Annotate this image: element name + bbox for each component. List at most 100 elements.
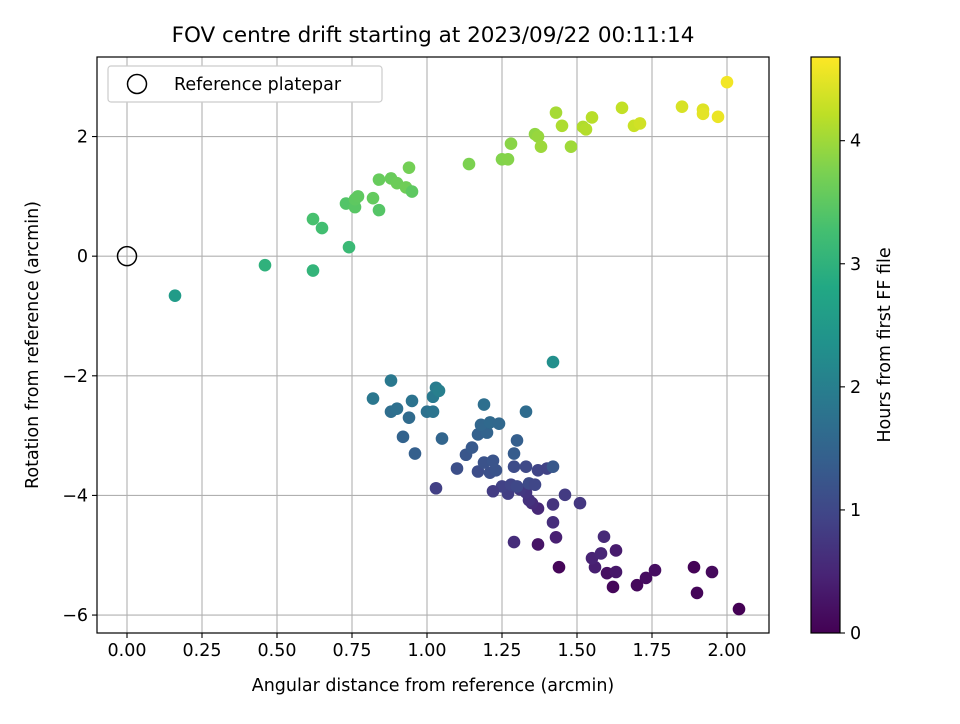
- data-point: [504, 137, 518, 151]
- x-tick-label: 1.50: [558, 641, 597, 661]
- y-tick-label: −2: [62, 367, 88, 387]
- legend-box: [107, 65, 383, 103]
- data-point: [366, 392, 380, 405]
- data-point: [465, 441, 479, 454]
- data-point: [501, 152, 515, 166]
- data-point: [486, 484, 500, 498]
- data-point: [534, 140, 548, 154]
- colorbar-ticks: 0 1 2 3 4: [840, 132, 861, 644]
- x-tick-label: 0.00: [108, 641, 147, 661]
- data-point: [366, 191, 380, 205]
- x-tick-label: 1.00: [408, 641, 447, 661]
- y-axis-ticks: −6 −4 −2 0 2: [62, 128, 97, 626]
- data-point: [546, 460, 560, 474]
- data-point: [648, 563, 662, 577]
- data-point: [696, 107, 710, 121]
- x-tick-label: 1.25: [483, 641, 522, 661]
- x-tick-label: 0.75: [333, 641, 372, 661]
- data-point: [549, 106, 563, 119]
- x-tick-label: 0.25: [183, 641, 222, 661]
- data-point: [306, 212, 320, 226]
- data-point: [384, 374, 398, 387]
- data-point: [168, 289, 182, 302]
- data-point: [546, 516, 560, 529]
- legend: Reference platepar: [107, 65, 383, 103]
- colorbar-tick-label: 1: [850, 501, 861, 521]
- colorbar-label: Hours from first FF file: [875, 247, 895, 442]
- data-point: [531, 130, 545, 143]
- colorbar: 0 1 2 3 4 Hours from first FF file: [810, 56, 895, 644]
- data-point: [519, 460, 533, 474]
- x-tick-label: 2.00: [708, 641, 747, 661]
- colorbar-tick-label: 3: [850, 255, 861, 275]
- data-point: [510, 480, 524, 493]
- data-point: [519, 405, 533, 418]
- data-point: [732, 602, 746, 616]
- y-tick-label: −4: [62, 486, 88, 506]
- data-point: [639, 571, 653, 585]
- data-point: [630, 578, 644, 592]
- legend-reference-marker: [126, 73, 148, 95]
- data-point: [390, 402, 404, 416]
- data-point: [396, 430, 410, 444]
- data-point: [342, 240, 356, 254]
- data-point: [549, 530, 563, 544]
- data-point: [432, 384, 446, 398]
- data-point: [492, 417, 506, 430]
- colorbar-tick-label: 0: [850, 624, 861, 644]
- data-point: [558, 488, 572, 502]
- data-point: [507, 460, 521, 474]
- x-tick-label: 1.75: [633, 641, 672, 661]
- data-point: [720, 75, 734, 89]
- data-point: [405, 185, 419, 198]
- chart-title: FOV centre drift starting at 2023/09/22 …: [172, 23, 695, 48]
- data-point: [486, 454, 500, 468]
- data-point: [408, 447, 422, 460]
- y-tick-label: 0: [77, 247, 88, 267]
- data-point: [552, 560, 566, 574]
- data-point: [507, 447, 521, 460]
- x-tick-label: 0.50: [258, 641, 297, 661]
- data-point: [711, 110, 725, 124]
- data-point: [609, 565, 623, 579]
- data-point: [585, 111, 599, 124]
- data-point: [372, 203, 386, 217]
- data-point: [594, 547, 608, 560]
- data-point: [426, 405, 440, 418]
- data-point: [258, 258, 272, 272]
- x-axis-ticks: 0.00 0.25 0.50 0.75 1.00 1.25 1.50 1.75 2.00: [108, 633, 747, 661]
- data-point: [405, 394, 419, 408]
- data-point: [372, 173, 386, 186]
- data-point: [489, 464, 503, 477]
- data-point: [507, 535, 521, 549]
- data-point: [633, 117, 647, 130]
- data-point: [555, 119, 569, 133]
- data-point: [609, 544, 623, 557]
- data-point: [402, 411, 416, 424]
- data-point: [450, 462, 464, 475]
- data-point: [462, 157, 476, 171]
- data-point: [564, 140, 578, 154]
- data-point: [690, 586, 704, 600]
- data-point: [687, 560, 701, 574]
- data-point: [510, 434, 524, 447]
- plot-frame: [96, 56, 770, 634]
- y-axis-label: Rotation from reference (arcmin): [23, 201, 43, 489]
- data-point: [597, 530, 611, 544]
- data-point: [615, 101, 629, 115]
- x-axis-label: Angular distance from reference (arcmin): [252, 676, 615, 696]
- data-point: [675, 100, 689, 113]
- data-point: [477, 398, 491, 411]
- data-point: [351, 190, 365, 203]
- data-point: [573, 496, 587, 510]
- data-point: [315, 221, 329, 235]
- data-point: [429, 481, 443, 495]
- colorbar-tick-label: 2: [850, 378, 861, 398]
- data-point: [435, 432, 449, 445]
- colorbar-tick-label: 4: [850, 132, 861, 152]
- data-point: [402, 161, 416, 174]
- data-point: [546, 355, 560, 369]
- data-point: [531, 538, 545, 551]
